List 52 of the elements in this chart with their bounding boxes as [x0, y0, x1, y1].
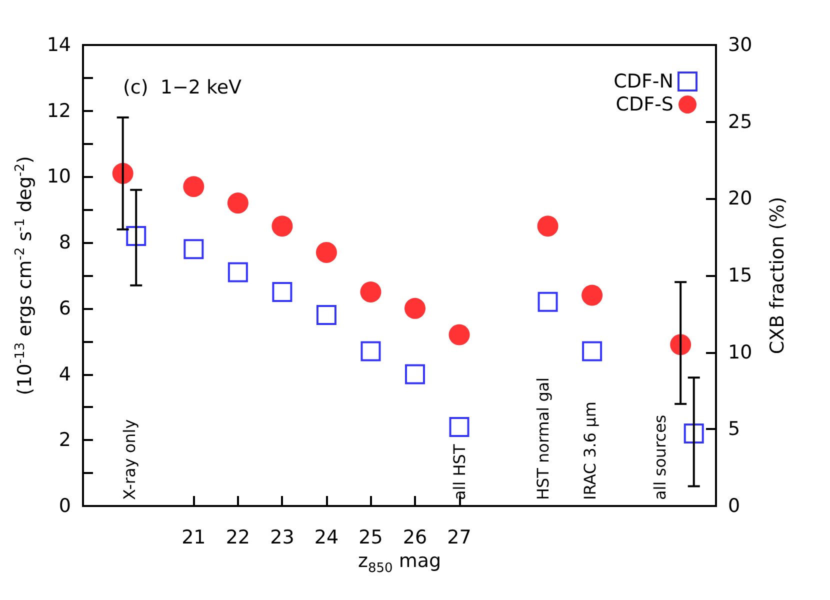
point — [449, 416, 470, 437]
point — [537, 216, 558, 237]
point — [404, 364, 425, 384]
point — [582, 284, 603, 306]
point — [228, 262, 248, 282]
point — [316, 305, 336, 326]
y2-tick-label: 0 — [728, 495, 740, 517]
annotation: X-ray only — [120, 419, 139, 500]
x-tick-label: 25 — [358, 526, 383, 548]
legend-label: CDF-N — [614, 70, 674, 92]
point — [126, 226, 146, 246]
point — [404, 298, 426, 319]
annotation: IRAC 3.6 μm — [580, 402, 600, 500]
point — [582, 341, 602, 362]
point — [316, 242, 337, 263]
point — [684, 424, 704, 444]
x-tick-label: 24 — [314, 526, 339, 548]
y2-tick-label: 10 — [728, 341, 752, 364]
x-tick-label: 27 — [447, 526, 472, 548]
y2-tick-label: 5 — [728, 418, 740, 440]
y-tick-label: 10 — [46, 166, 71, 188]
point — [360, 341, 381, 362]
x-axis-title: z$_{850}$ mag — [358, 550, 442, 576]
point — [448, 324, 470, 346]
x-tick-label: 23 — [270, 526, 294, 548]
point — [538, 292, 558, 312]
point — [183, 176, 204, 198]
x-tick-label: 26 — [402, 526, 428, 548]
point — [272, 282, 292, 302]
y-tick-label: 2 — [58, 429, 71, 452]
y-tick-label: 14 — [46, 34, 71, 56]
y2-tick-label: 30 — [728, 34, 752, 56]
text: (c) 1−2 keV — [123, 76, 242, 98]
y2-tick-label: 25 — [728, 110, 752, 133]
annotation: HST normal gal — [533, 377, 552, 500]
point — [360, 281, 382, 302]
y2-axis-title: CXB fraction (%) — [766, 196, 788, 354]
y-tick-label: 8 — [58, 232, 71, 254]
x-tick-label: 22 — [226, 526, 250, 548]
point — [227, 192, 248, 214]
annotation: all sources — [650, 414, 670, 500]
y-tick-label: 4 — [58, 363, 71, 386]
y-tick-label: 6 — [58, 297, 71, 320]
annotation: all HST — [450, 444, 469, 500]
x-tick-label: 21 — [182, 526, 206, 548]
y2-tick-label: 20 — [728, 188, 752, 210]
y2-tick-label: 15 — [728, 264, 752, 286]
y-tick-label: 0 — [58, 495, 71, 517]
point — [184, 239, 204, 260]
legend-label: CDF-S — [616, 94, 674, 116]
y-tick-label: 12 — [46, 100, 71, 122]
point — [272, 216, 293, 237]
